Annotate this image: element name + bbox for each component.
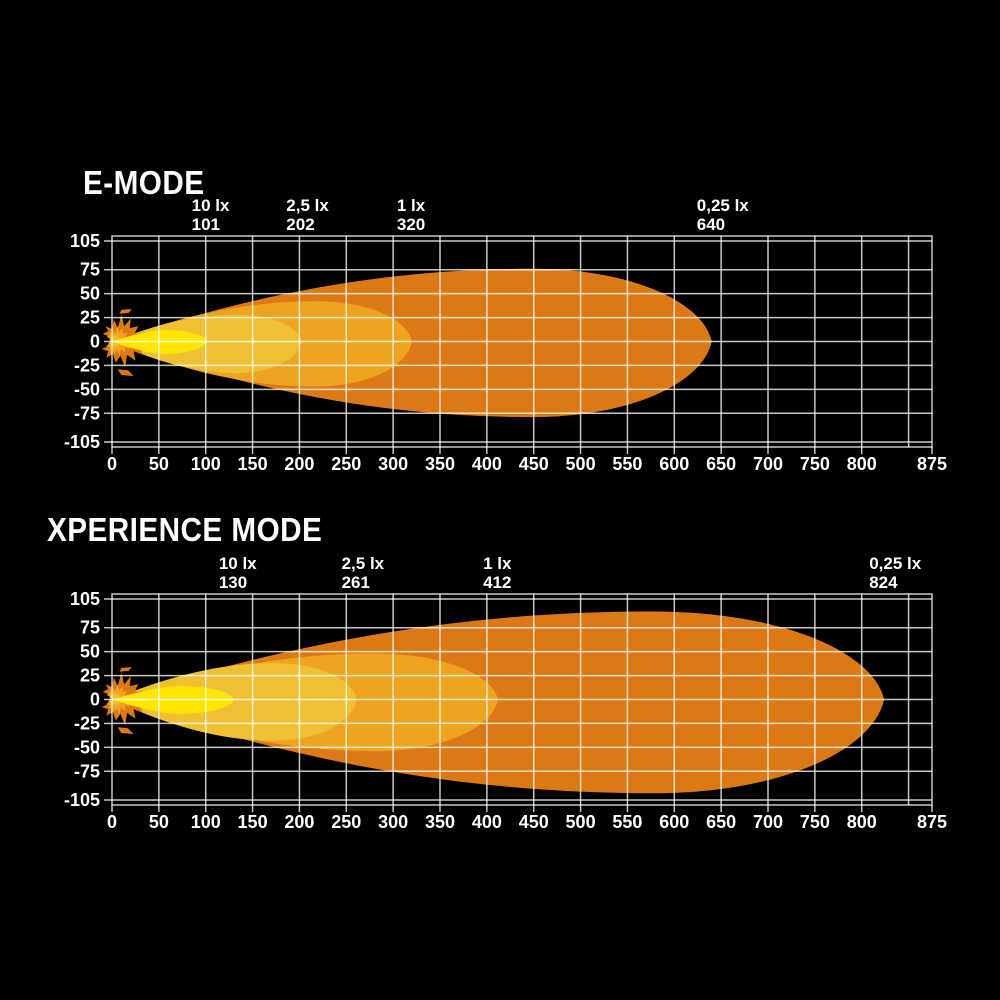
y-axis-label--105: -105	[64, 432, 100, 452]
x-axis-label-800: 800	[847, 454, 877, 474]
x-axis-label-100: 100	[191, 812, 221, 832]
x-axis-label-700: 700	[753, 454, 783, 474]
y-axis-label--25: -25	[74, 355, 100, 375]
x-axis-labels: 0 50 100 150 200 250 300 350 400 450 500 550 600 650 7…	[107, 454, 947, 474]
annotation-lux-130: 10 lx	[219, 554, 257, 573]
x-axis-label-100: 100	[191, 454, 221, 474]
tick-marks	[104, 240, 933, 454]
beam-2-5lx-zone	[112, 663, 357, 741]
x-axis-label-150: 150	[238, 812, 268, 832]
y-axis-label--50: -50	[74, 737, 100, 757]
x-axis-label-550: 550	[612, 454, 642, 474]
annotation-distance-130: 130	[219, 573, 247, 592]
burst-spark-top	[119, 308, 132, 314]
x-axis-label-350: 350	[425, 812, 455, 832]
x-axis-label-750: 750	[800, 454, 830, 474]
x-axis-label-0: 0	[107, 454, 117, 474]
x-axis-label-0: 0	[107, 812, 117, 832]
y-axis-label--75: -75	[74, 403, 100, 423]
x-axis-label-50: 50	[149, 812, 169, 832]
annotation-distance-824: 824	[869, 573, 898, 592]
tick-marks	[104, 598, 933, 812]
grid-lines	[111, 235, 933, 448]
x-axis-label-500: 500	[566, 454, 596, 474]
annotation-lux-412: 1 lx	[483, 554, 512, 573]
annotation-lux-261: 2,5 lx	[342, 554, 385, 573]
x-axis-label-500: 500	[566, 812, 596, 832]
x-axis-label-600: 600	[659, 454, 689, 474]
annotation-lux-640: 0,25 lx	[697, 196, 750, 215]
y-axis-label-0: 0	[90, 332, 100, 352]
x-axis-label-250: 250	[331, 812, 361, 832]
x-axis-label-150: 150	[238, 454, 268, 474]
y-axis-label--105: -105	[64, 790, 100, 810]
x-axis-label-300: 300	[378, 812, 408, 832]
x-axis-label-200: 200	[284, 812, 314, 832]
x-axis-label-250: 250	[331, 454, 361, 474]
x-axis-label-650: 650	[706, 812, 736, 832]
y-axis-label-75: 75	[80, 260, 100, 280]
x-axis-label-400: 400	[472, 454, 502, 474]
x-axis-label-800: 800	[847, 812, 877, 832]
annotation-distance-101: 101	[192, 215, 220, 234]
xperience-beam-chart: 0 50 100 150 200 250 300 350 400 450 500 550 600 650 7…	[64, 554, 947, 832]
y-axis-label-25: 25	[80, 666, 100, 686]
x-axis-labels: 0 50 100 150 200 250 300 350 400 450 500 550 600 650 7…	[107, 812, 947, 832]
annotation-lux-202: 2,5 lx	[286, 196, 329, 215]
annotation-distance-261: 261	[342, 573, 370, 592]
emode-title: E-MODE	[83, 164, 205, 201]
x-axis-label-350: 350	[425, 454, 455, 474]
y-axis-label-50: 50	[80, 284, 100, 304]
y-axis-label-75: 75	[80, 618, 100, 638]
y-axis-label-25: 25	[80, 308, 100, 328]
x-axis-label-200: 200	[284, 454, 314, 474]
y-axis-label-50: 50	[80, 642, 100, 662]
xperience-title: XPERIENCE MODE	[47, 511, 323, 548]
x-axis-label-700: 700	[753, 812, 783, 832]
y-axis-label-0: 0	[90, 690, 100, 710]
y-axis-label--75: -75	[74, 761, 100, 781]
x-axis-label-450: 450	[519, 454, 549, 474]
annotation-distance-412: 412	[483, 573, 511, 592]
x-axis-label-875: 875	[917, 812, 947, 832]
annotation-lux-101: 10 lx	[192, 196, 230, 215]
x-axis-label-300: 300	[378, 454, 408, 474]
x-axis-label-400: 400	[472, 812, 502, 832]
y-axis-label-105: 105	[70, 589, 100, 609]
burst-spark-top	[119, 666, 132, 672]
x-axis-label-450: 450	[519, 812, 549, 832]
annotation-lux-824: 0,25 lx	[869, 554, 922, 573]
annotation-lux-320: 1 lx	[397, 196, 426, 215]
annotation-distance-640: 640	[697, 215, 725, 234]
emode-beam-chart: 0 50 100 150 200 250 300 350 400 450 500 550 600 650 7…	[64, 196, 947, 474]
y-axis-labels: 105 75 50 25 0 -25 -50 -75 -105	[64, 589, 100, 810]
y-axis-label--50: -50	[74, 379, 100, 399]
y-axis-label-105: 105	[70, 231, 100, 251]
y-axis-label--25: -25	[74, 713, 100, 733]
annotation-distance-202: 202	[286, 215, 314, 234]
x-axis-label-750: 750	[800, 812, 830, 832]
x-axis-label-50: 50	[149, 454, 169, 474]
x-axis-label-650: 650	[706, 454, 736, 474]
burst-spark-bottom	[117, 369, 134, 376]
x-axis-label-600: 600	[659, 812, 689, 832]
burst-spark-bottom	[117, 727, 134, 734]
annotation-distance-320: 320	[397, 215, 425, 234]
x-axis-label-875: 875	[917, 454, 947, 474]
y-axis-labels: 105 75 50 25 0 -25 -50 -75 -105	[64, 231, 100, 452]
x-axis-label-550: 550	[612, 812, 642, 832]
